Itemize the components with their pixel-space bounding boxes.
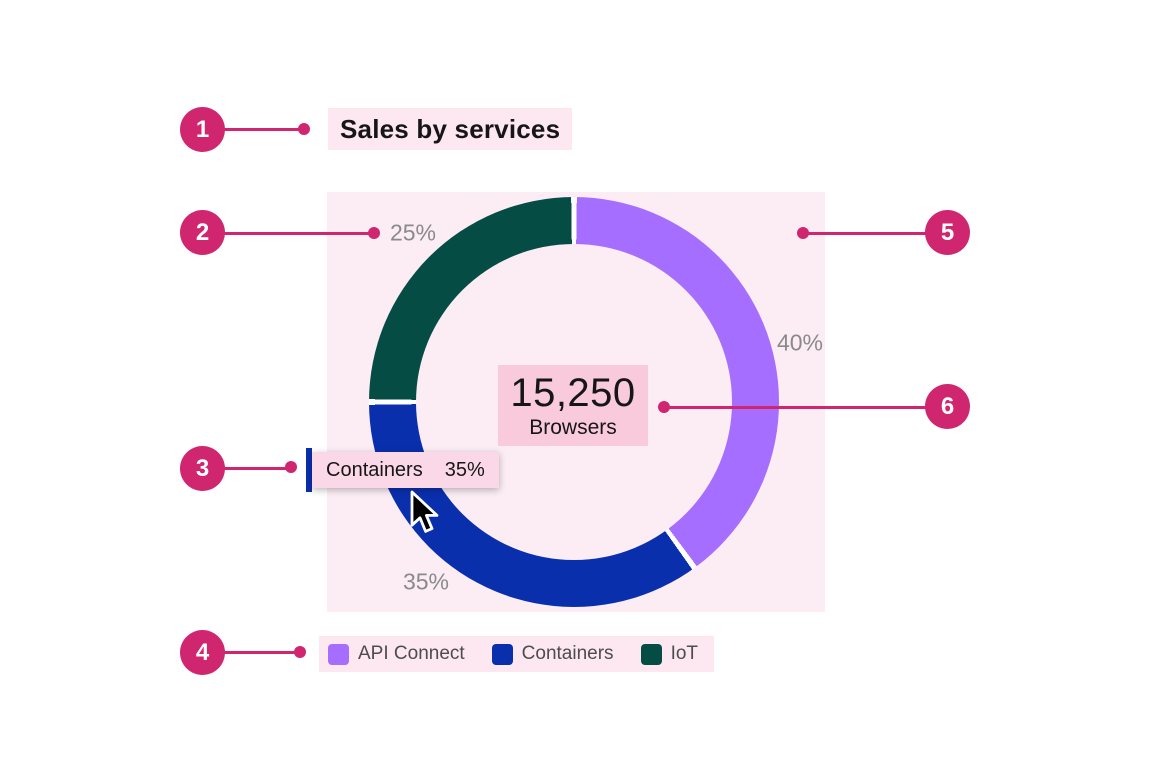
legend-swatch-iot: [640, 643, 662, 665]
annotation-dot-3: [285, 461, 297, 473]
donut-center-total: 15,250: [510, 370, 636, 415]
chart-title: Sales by services: [328, 108, 573, 150]
slice-label-containers: 35%: [402, 568, 450, 595]
legend-label-api-connect: API Connect: [358, 643, 465, 664]
legend-swatch-api-connect: [328, 643, 349, 665]
tooltip-value: 35%: [444, 458, 485, 481]
annotation-line-3: [224, 467, 291, 470]
annotation-marker-6: 6: [925, 384, 970, 429]
annotation-line-2: [224, 232, 374, 235]
legend-item-containers[interactable]: Containers: [491, 643, 614, 665]
annotation-line-5: [803, 232, 926, 235]
legend-item-iot[interactable]: IoT: [640, 643, 699, 665]
donut-center-unit: Browsers: [529, 415, 617, 439]
tooltip-label: Containers: [326, 458, 423, 481]
tooltip-color-bar: [306, 448, 312, 492]
annotation-dot-1: [298, 123, 310, 135]
donut-center-label: 15,250 Browsers: [498, 365, 648, 446]
annotation-marker-3: 3: [180, 446, 225, 491]
annotation-marker-2: 2: [180, 210, 225, 255]
annotation-dot-6: [658, 401, 670, 413]
donut-chart-area: 40% 35% 25% 15,250 Browsers: [327, 192, 825, 612]
mouse-cursor-icon: [410, 490, 439, 533]
legend-item-api-connect[interactable]: API Connect: [328, 643, 465, 665]
annotation-line-1: [224, 128, 304, 131]
annotation-marker-5: 5: [925, 210, 970, 255]
legend-label-containers: Containers: [521, 643, 614, 664]
slice-label-iot: 25%: [389, 219, 437, 246]
annotation-marker-4: 4: [180, 630, 225, 675]
legend-label-iot: IoT: [670, 643, 699, 664]
annotation-marker-1: 1: [180, 107, 225, 152]
annotation-dot-2: [368, 227, 380, 239]
annotation-line-6: [664, 406, 926, 409]
tooltip-body: Containers 35%: [312, 452, 499, 488]
chart-legend: API Connect Containers IoT: [319, 636, 715, 672]
annotation-line-4: [224, 651, 300, 654]
annotation-dot-4: [294, 646, 306, 658]
legend-swatch-containers: [491, 643, 513, 665]
annotation-dot-5: [797, 227, 809, 239]
slice-label-api-connect: 40%: [776, 329, 824, 356]
